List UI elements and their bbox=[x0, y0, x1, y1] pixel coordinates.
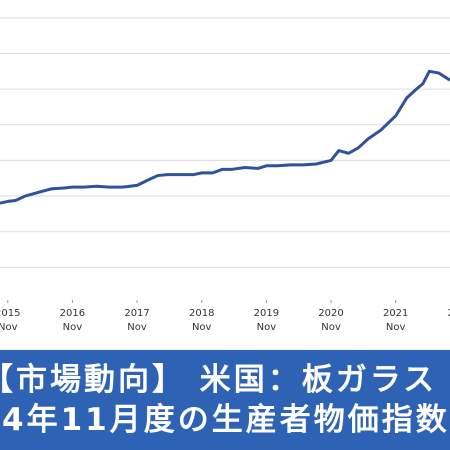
banner-subtitle: 4年11月度の生産者物価指数 bbox=[2, 402, 450, 438]
x-tick-label: 2022 bbox=[448, 308, 450, 319]
x-tick-label: 2021 bbox=[383, 308, 408, 319]
x-tick-month: Nov bbox=[257, 322, 277, 333]
x-tick-label: 2016 bbox=[60, 308, 85, 319]
banner-title: 【市場動向】 米国：板ガラス bbox=[0, 362, 437, 398]
x-tick-month: Nov bbox=[321, 322, 341, 333]
data-line bbox=[0, 69, 450, 205]
x-tick-month: Nov bbox=[192, 322, 212, 333]
x-tick-month: Nov bbox=[386, 322, 406, 333]
x-tick-label: 2020 bbox=[318, 308, 343, 319]
x-tick-label: 2018 bbox=[189, 308, 214, 319]
x-tick-month: Nov bbox=[63, 322, 83, 333]
banner bbox=[0, 350, 450, 450]
x-tick-month: Nov bbox=[0, 322, 18, 333]
x-tick-label: 2015 bbox=[0, 308, 20, 319]
plot-area: 2015 Nov 2016 Nov 2017 Nov 2018 Nov 2019 Nov 2020 N… bbox=[0, 17, 450, 333]
x-tick-label: 2017 bbox=[124, 308, 149, 319]
x-tick-month: Nov bbox=[127, 322, 147, 333]
x-tick-label: 2019 bbox=[254, 308, 279, 319]
